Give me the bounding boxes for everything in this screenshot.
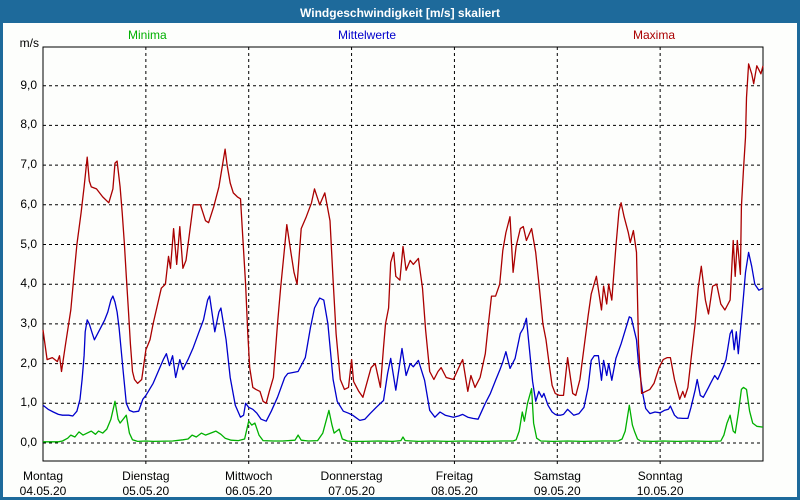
legend-maxima: Maxima	[633, 28, 676, 42]
y-tick-label: 1,0	[20, 395, 37, 410]
plot-frame	[42, 46, 764, 462]
window-title-bar: Windgeschwindigkeit [m/s] skaliert	[3, 3, 797, 23]
series-mittelwerte	[42, 251, 764, 422]
day-date-label: 06.05.20	[225, 484, 273, 498]
day-date-label: 09.05.20	[533, 484, 581, 498]
day-name-label: Mittwoch	[225, 469, 273, 483]
day-name-label: Sonntag	[637, 469, 683, 483]
day-date-label: 08.05.20	[431, 484, 478, 498]
window-title: Windgeschwindigkeit [m/s] skaliert	[300, 6, 500, 20]
series-maxima	[42, 63, 764, 404]
y-tick-label: 7,0	[20, 157, 37, 172]
y-tick-label: 5,0	[20, 236, 37, 251]
day-date-label: 04.05.20	[19, 484, 67, 498]
y-axis-unit-label: m/s	[19, 36, 39, 50]
day-name-label: Dienstag	[122, 469, 170, 483]
y-tick-label: 4,0	[20, 276, 37, 291]
legend-minima: Minima	[128, 28, 167, 42]
y-tick-label: 6,0	[20, 196, 37, 211]
day-date-label: 07.05.20	[328, 484, 375, 498]
day-name-label: Freitag	[435, 469, 474, 483]
y-tick-label: 8,0	[20, 117, 37, 132]
series-minima	[43, 386, 764, 443]
day-name-label: Donnerstag	[320, 469, 383, 483]
wind-speed-chart	[42, 46, 764, 465]
y-tick-label: 9,0	[20, 77, 37, 92]
y-tick-label: 2,0	[20, 355, 37, 370]
legend-mittelwerte: Mittelwerte	[338, 28, 397, 42]
day-date-label: 05.05.20	[122, 484, 170, 498]
day-name-label: Samstag	[533, 469, 581, 483]
day-date-label: 10.05.20	[636, 484, 684, 498]
day-name-label: Montag	[22, 469, 64, 483]
y-tick-label: 3,0	[20, 315, 37, 330]
y-tick-label: 0,0	[20, 435, 37, 449]
